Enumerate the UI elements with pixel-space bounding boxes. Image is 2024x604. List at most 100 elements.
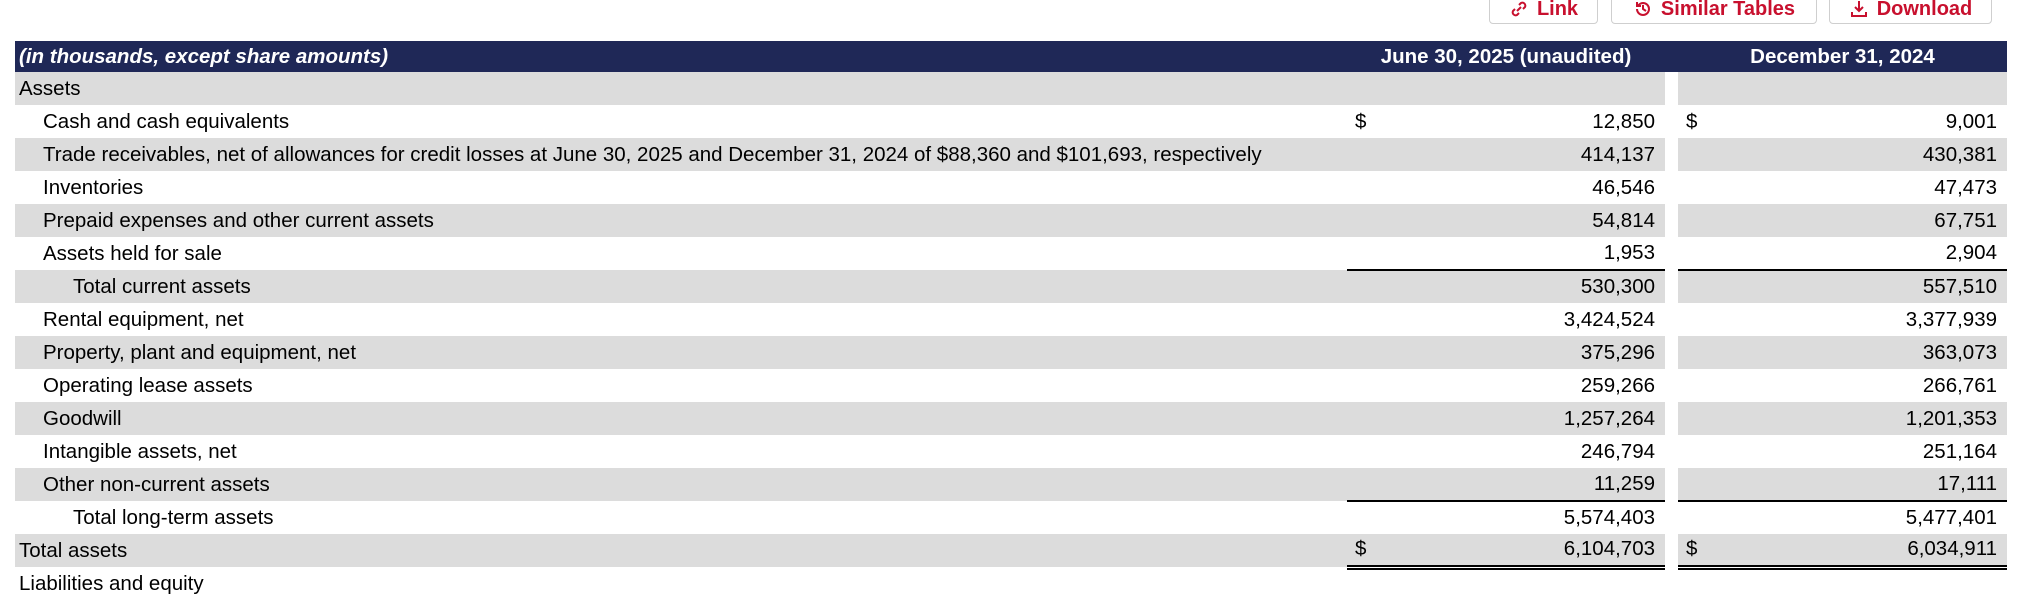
row-label: Total current assets: [15, 270, 1347, 303]
table-row: Rental equipment, net 3,424,524 3,377,939: [15, 303, 2007, 336]
prior-value: 1,201,353: [1710, 402, 2007, 435]
current-value: 12,850: [1592, 109, 1655, 133]
button-label: Similar Tables: [1660, 0, 1796, 20]
current-value: 530,300: [1381, 269, 1665, 303]
currency-symbol: [1678, 336, 1710, 369]
similar-tables-button[interactable]: Similar Tables: [1611, 0, 1817, 24]
table-row: Prepaid expenses and other current asset…: [15, 204, 2007, 237]
currency-symbol: [1678, 468, 1710, 501]
header-cell: (in thousands, except share amounts): [15, 41, 1347, 72]
row-label: Property, plant and equipment, net: [15, 336, 1347, 369]
header-row: (in thousands, except share amounts) Jun…: [15, 41, 2007, 72]
currency-symbol: [1347, 468, 1381, 501]
button-label: Download: [1876, 0, 1973, 20]
prior-value: 430,381: [1710, 138, 2007, 171]
currency-symbol: [1347, 402, 1381, 435]
prior-value: 5,477,401: [1710, 500, 2007, 534]
prior-value: 6,034,911: [1710, 534, 2007, 570]
download-button[interactable]: Download: [1829, 0, 1992, 24]
spacer: [1665, 501, 1678, 534]
download-icon: [1850, 1, 1867, 17]
spacer: [1665, 270, 1678, 303]
spacer: [1665, 72, 1678, 105]
button-label: Link: [1536, 0, 1579, 20]
prior-value: 67,751: [1710, 204, 2007, 237]
row-label: Assets held for sale: [43, 241, 222, 265]
current-value: [1381, 567, 1665, 600]
current-value: 375,296: [1381, 336, 1665, 369]
currency-symbol: [1678, 171, 1710, 204]
row-label: Inventories: [43, 175, 144, 199]
row-label: Rental equipment, net: [43, 307, 244, 331]
currency-symbol: [1678, 72, 1710, 105]
current-value: 6,104,703: [1381, 534, 1665, 570]
currency-symbol: [1678, 204, 1710, 237]
spacer: [1665, 435, 1678, 468]
prior-value: 17,111: [1710, 468, 2007, 501]
table-row: Total long-term assets 5,574,403 5,477,401: [15, 500, 2007, 534]
spacer: [1665, 204, 1678, 237]
prior-value: 251,164: [1922, 439, 1997, 463]
row-label: Trade receivables, net of allowances for…: [15, 138, 1347, 171]
currency-symbol: [1347, 269, 1381, 303]
table-row: Total current assets 530,300 557,510: [15, 269, 2007, 303]
currency-symbol: [1347, 567, 1381, 600]
header-cell: June 30, 2025 (unaudited): [1347, 41, 1665, 72]
current-value: 1,257,264: [1381, 402, 1665, 435]
table-row: Cash and cash equivalents $12,850 $9,001: [15, 105, 2007, 138]
table-row: Liabilities and equity: [15, 567, 2007, 600]
row-label: Liabilities and equity: [19, 571, 204, 595]
table-row: Assets: [15, 72, 2007, 105]
header-cell: December 31, 2024: [1678, 41, 2007, 72]
currency-symbol: [1678, 500, 1710, 534]
row-label: Operating lease assets: [43, 373, 253, 397]
currency-symbol: [1347, 435, 1381, 468]
currency-symbol: [1678, 138, 1710, 171]
table-row: Operating lease assets 259,266 266,761: [15, 369, 2007, 402]
currency-symbol: $: [1686, 109, 1698, 133]
currency-symbol: [1678, 237, 1710, 270]
currency-symbol: [1678, 369, 1710, 402]
currency-symbol: $: [1355, 109, 1367, 133]
spacer: [1665, 237, 1678, 270]
currency-symbol: $: [1678, 534, 1710, 570]
currency-symbol: [1347, 237, 1381, 270]
row-label: Total long-term assets: [73, 505, 274, 529]
table-row: Property, plant and equipment, net 375,29…: [15, 336, 2007, 369]
link-icon: [1511, 1, 1527, 17]
currency-symbol: [1347, 303, 1381, 336]
current-value: 259,266: [1580, 373, 1655, 397]
current-value: [1381, 72, 1665, 105]
table-row: Assets held for sale 1,953 2,904: [15, 237, 2007, 270]
table-row: Other non-current assets 11,259 17,111: [15, 468, 2007, 501]
currency-symbol: [1678, 303, 1710, 336]
spacer: [1665, 105, 1678, 138]
current-value: 414,137: [1381, 138, 1665, 171]
prior-value: 363,073: [1710, 336, 2007, 369]
currency-symbol: [1678, 435, 1710, 468]
currency-symbol: $: [1347, 534, 1381, 570]
table-row: Trade receivables, net of allowances for…: [15, 138, 2007, 171]
currency-symbol: [1678, 567, 1710, 600]
currency-symbol: [1347, 369, 1381, 402]
balance-sheet-table: (in thousands, except share amounts) Jun…: [15, 41, 2007, 600]
spacer: [1665, 336, 1678, 369]
currency-symbol: [1347, 171, 1381, 204]
currency-symbol: [1678, 269, 1710, 303]
current-value: 3,424,524: [1563, 307, 1655, 331]
spacer: [1665, 171, 1678, 204]
prior-value: [1710, 72, 2007, 105]
prior-value: 2,904: [1945, 241, 1997, 264]
spacer: [1665, 567, 1678, 600]
row-label: Cash and cash equivalents: [43, 109, 290, 133]
currency-symbol: [1347, 138, 1381, 171]
table-row: Intangible assets, net 246,794 251,164: [15, 435, 2007, 468]
prior-value: 557,510: [1710, 269, 2007, 303]
prior-value: 47,473: [1934, 175, 1997, 199]
prior-value: 266,761: [1922, 373, 1997, 397]
link-button[interactable]: Link: [1489, 0, 1598, 24]
row-label: Prepaid expenses and other current asset…: [15, 204, 1347, 237]
row-label: Total assets: [15, 534, 1347, 567]
prior-value: 3,377,939: [1905, 307, 1997, 331]
